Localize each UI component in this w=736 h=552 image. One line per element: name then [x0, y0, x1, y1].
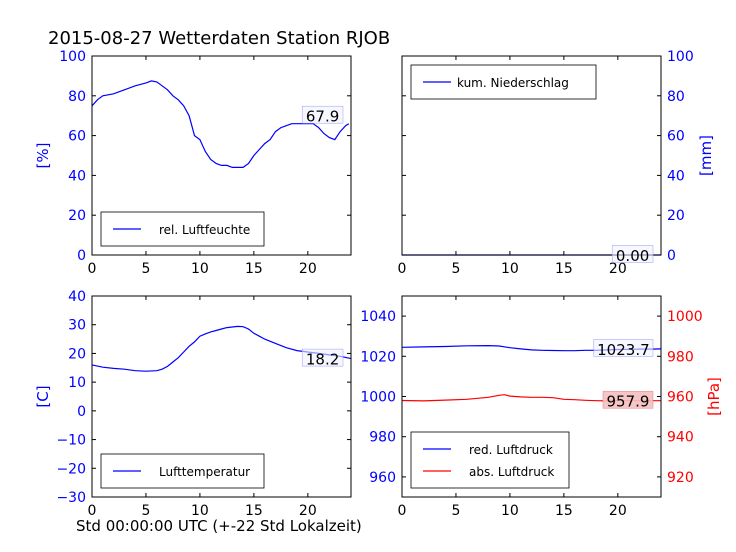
legend-label: Lufttemperatur: [159, 465, 250, 479]
y-tick-label: 0: [77, 248, 86, 264]
y-axis-label-right: [hPa]: [705, 377, 723, 416]
legend: rel. Luftfeuchte: [100, 211, 265, 247]
y-tick-label: 100: [59, 49, 86, 65]
series-line-lufttemperatur: [91, 325, 352, 372]
x-tick-label: 0: [398, 261, 407, 277]
x-tick-label: 20: [609, 503, 627, 519]
annotation-value: 18.2: [306, 351, 339, 369]
x-tick-label: 5: [451, 261, 460, 277]
x-tick-label: 0: [398, 503, 407, 519]
legend: red. Luftdruck abs. Luftdruck: [410, 431, 570, 489]
annotation-value: 957.9: [607, 393, 650, 411]
annotation-box: [301, 105, 344, 124]
x-tick-label: 15: [245, 261, 263, 277]
plot-frame: [401, 55, 662, 256]
legend-label: kum. Niederschlag: [457, 76, 569, 90]
y-tick-label: 40: [68, 289, 86, 305]
x-tick-label: 20: [299, 261, 317, 277]
y-axis-label: [C]: [34, 385, 52, 407]
legend-label: rel. Luftfeuchte: [159, 223, 250, 237]
y-tick-label: 0: [77, 404, 86, 420]
y-tick-label: 20: [68, 208, 86, 224]
figure-title: 2015-08-27 Wetterdaten Station RJOB: [48, 28, 390, 49]
y-axis-label: [mm]: [697, 135, 715, 176]
y-tick-label: 980: [369, 430, 396, 446]
y-tick-label: 40: [667, 168, 685, 184]
annotation-value: 67.9: [306, 108, 339, 126]
legend-frame: [100, 211, 265, 247]
y-tick-label: −10: [56, 433, 86, 449]
legend-frame: [410, 431, 570, 489]
x-tick-label: 20: [299, 503, 317, 519]
y-tick-label: 960: [369, 470, 396, 486]
y-tick-label: 40: [68, 168, 86, 184]
annotation-value: 0.00: [616, 247, 649, 265]
annotation-box: [301, 348, 344, 367]
y-tick-label: 30: [68, 318, 86, 334]
x-tick-label: 0: [88, 503, 97, 519]
y-tick-label: 80: [68, 89, 86, 105]
plot-frame: [91, 55, 352, 256]
legend-label: abs. Luftdruck: [469, 465, 554, 479]
legend-frame: [410, 64, 597, 100]
y-tick-label: 100: [667, 49, 694, 65]
y-right-tick-label: 920: [667, 470, 694, 486]
x-tick-label: 15: [555, 503, 573, 519]
x-tick-label: 5: [451, 503, 460, 519]
y-tick-label: 1040: [360, 309, 396, 325]
x-tick-label: 5: [141, 503, 150, 519]
x-tick-label: 20: [609, 261, 627, 277]
subplot-2: 0 5 10 15 20 0 20 40 60 80 100 [mm] 0.00 kum. Nieders…: [398, 49, 715, 277]
annotation-value: 1023.7: [597, 341, 650, 359]
x-tick-label: 0: [88, 261, 97, 277]
y-tick-label: 80: [667, 89, 685, 105]
y-right-tick-label: 980: [667, 349, 694, 365]
y-tick-label: −30: [56, 490, 86, 506]
annotation-box: [611, 245, 654, 263]
annotation-box: [593, 339, 654, 357]
x-tick-label: 10: [191, 261, 209, 277]
annotation-box: [602, 390, 654, 409]
legend-label: red. Luftdruck: [469, 443, 553, 457]
y-tick-label: 0: [667, 248, 676, 264]
y-tick-label: 20: [68, 346, 86, 362]
y-right-tick-label: 940: [667, 430, 694, 446]
y-tick-label: 1020: [360, 349, 396, 365]
y-tick-label: 20: [667, 208, 685, 224]
x-tick-label: 15: [555, 261, 573, 277]
x-tick-label: 5: [141, 261, 150, 277]
y-tick-label: 60: [68, 129, 86, 145]
series-line-rel-luftfeuchte: [91, 80, 350, 168]
plot-frame: [91, 295, 352, 498]
subplot-4: 0 5 10 15 20 960 980 1000 1020 1040 920 940 960 980 10…: [360, 295, 723, 519]
x-axis-label: Std 00:00:00 UTC (+-22 Std Lokalzeit): [76, 517, 362, 535]
y-tick-label: 10: [68, 375, 86, 391]
subplot-3: 0 5 10 15 20 −30 −20 −10 0 10 20 30 40 [C] 18.2 Lufttem…: [34, 289, 352, 519]
y-right-tick-label: 1000: [667, 309, 703, 325]
x-tick-label: 10: [501, 503, 519, 519]
y-axis-label: [%]: [34, 143, 52, 169]
legend: kum. Niederschlag: [410, 64, 597, 100]
y-tick-label: −20: [56, 461, 86, 477]
legend: Lufttemperatur: [100, 453, 265, 489]
subplot-1: 0 5 10 15 20 0 20 40 60 80 100 [%] 67.9 rel. Luftfeuc…: [34, 49, 352, 277]
x-tick-label: 15: [245, 503, 263, 519]
y-tick-label: 1000: [360, 390, 396, 406]
x-tick-label: 10: [191, 503, 209, 519]
y-right-tick-label: 960: [667, 390, 694, 406]
x-tick-label: 10: [501, 261, 519, 277]
y-tick-label: 60: [667, 129, 685, 145]
